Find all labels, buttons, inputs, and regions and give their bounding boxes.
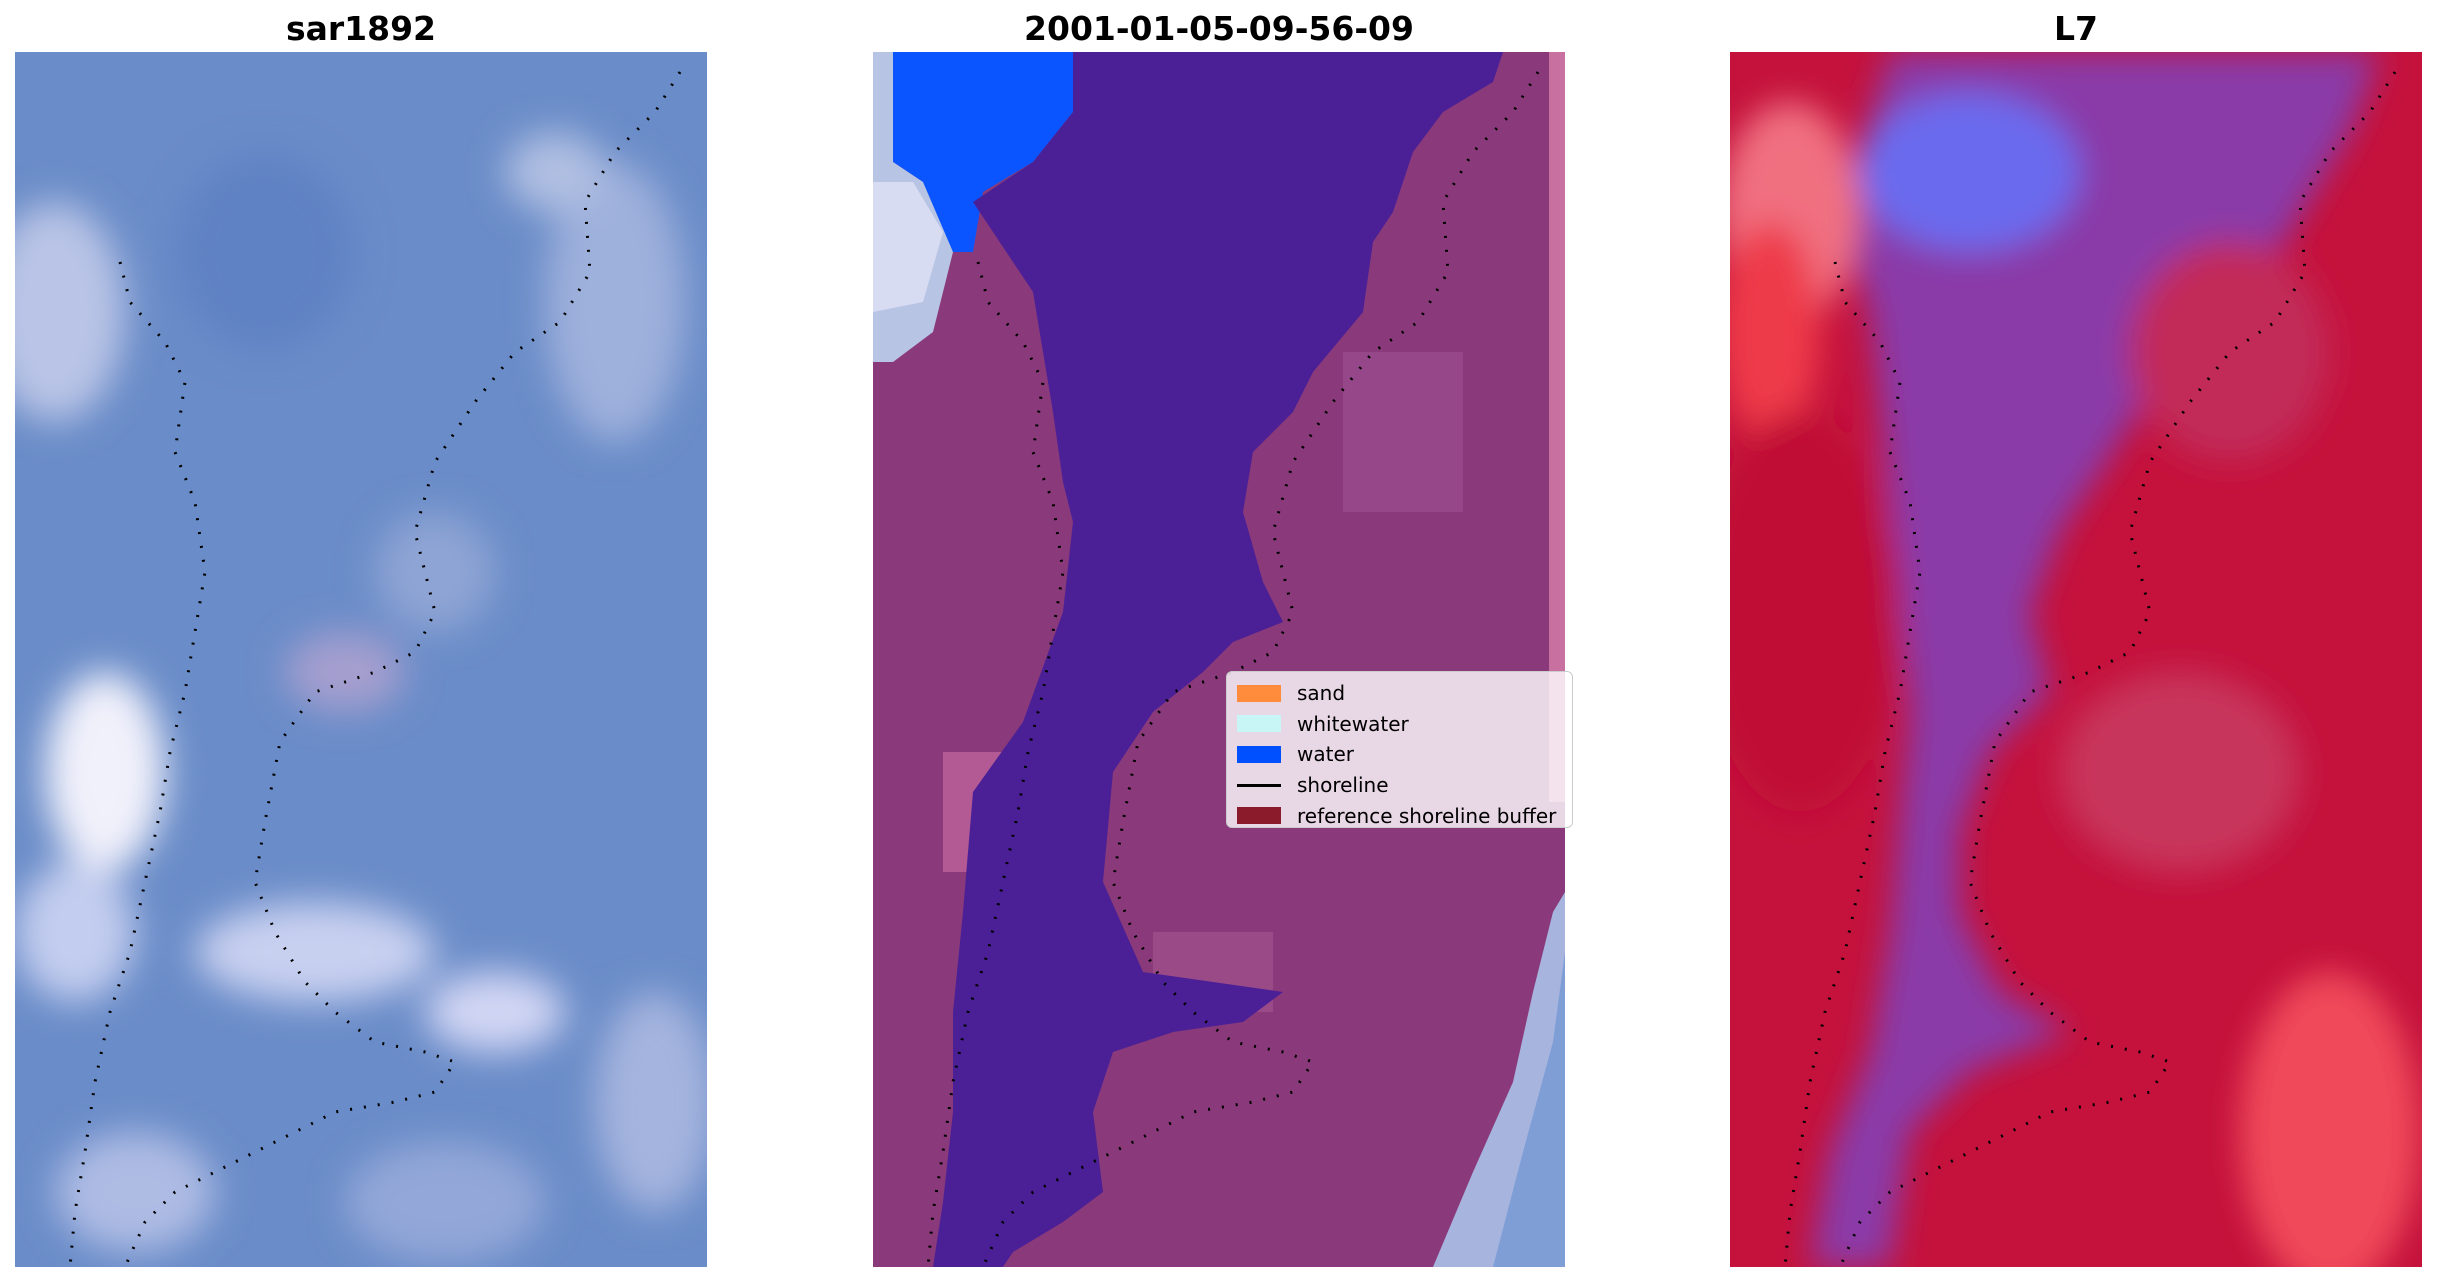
panel-title-index: L7 xyxy=(2054,9,2098,48)
legend-item-sand: sand xyxy=(1237,678,1562,709)
legend-item-whitewater: whitewater xyxy=(1237,709,1562,740)
legend: sand whitewater water shoreline referenc… xyxy=(1226,671,1573,828)
legend-label: sand xyxy=(1297,681,1346,706)
shoreline-left-2 xyxy=(926,261,1065,1267)
legend-label: shoreline xyxy=(1297,773,1389,798)
water-body xyxy=(933,52,1503,1267)
legend-label: whitewater xyxy=(1297,711,1409,736)
shoreline-left xyxy=(68,261,207,1267)
legend-label: water xyxy=(1297,742,1354,767)
water-patch xyxy=(893,52,1073,252)
legend-item-shoreline: shoreline xyxy=(1237,770,1562,801)
legend-label: reference shoreline buffer xyxy=(1297,803,1557,828)
shoreline-line-swatch xyxy=(1237,783,1281,787)
shoreline-left-3 xyxy=(1783,261,1922,1267)
sand-swatch xyxy=(1237,684,1281,702)
water-swatch xyxy=(1237,745,1281,763)
panel-title-rgb: sar1892 xyxy=(285,9,437,48)
legend-item-buffer: reference shoreline buffer xyxy=(1237,800,1562,831)
rgb-image-panel xyxy=(15,52,707,1267)
buffer-swatch xyxy=(1237,807,1281,825)
panel-title-classification: 2001-01-05-09-56-09 xyxy=(1024,9,1414,48)
index-image xyxy=(1730,52,2422,1267)
rgb-image xyxy=(15,52,707,1267)
legend-item-water: water xyxy=(1237,739,1562,770)
classification-image xyxy=(873,52,1565,1267)
whitewater-swatch xyxy=(1237,715,1281,733)
classification-panel xyxy=(873,52,1565,1267)
index-image-panel xyxy=(1730,52,2422,1267)
